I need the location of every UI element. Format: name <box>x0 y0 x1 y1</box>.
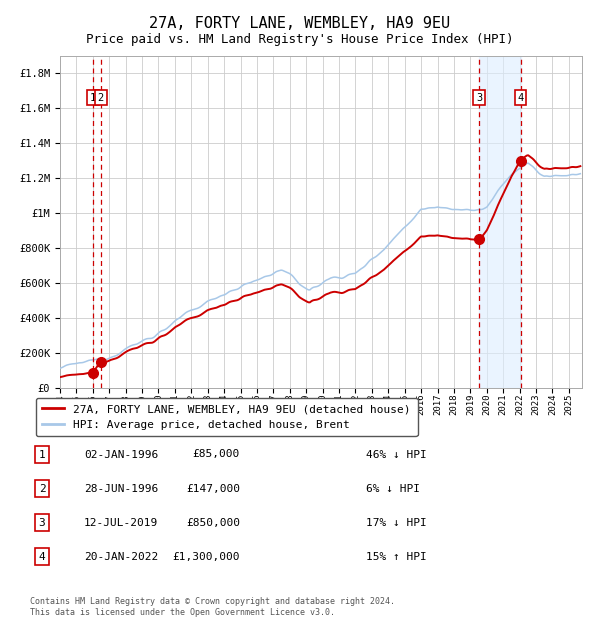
Text: 3: 3 <box>476 93 482 103</box>
Text: 02-JAN-1996: 02-JAN-1996 <box>84 450 158 459</box>
Legend: 27A, FORTY LANE, WEMBLEY, HA9 9EU (detached house), HPI: Average price, detached: 27A, FORTY LANE, WEMBLEY, HA9 9EU (detac… <box>35 397 418 436</box>
Bar <box>60 56 82 388</box>
Text: 28-JUN-1996: 28-JUN-1996 <box>84 484 158 494</box>
Text: 15% ↑ HPI: 15% ↑ HPI <box>366 552 427 562</box>
Text: 1: 1 <box>90 93 96 103</box>
Text: 2: 2 <box>98 93 104 103</box>
Text: Contains HM Land Registry data © Crown copyright and database right 2024.
This d: Contains HM Land Registry data © Crown c… <box>30 598 395 617</box>
Text: 6% ↓ HPI: 6% ↓ HPI <box>366 484 420 494</box>
Text: Price paid vs. HM Land Registry's House Price Index (HPI): Price paid vs. HM Land Registry's House … <box>86 33 514 46</box>
Text: £850,000: £850,000 <box>186 518 240 528</box>
Text: 20-JAN-2022: 20-JAN-2022 <box>84 552 158 562</box>
Text: 17% ↓ HPI: 17% ↓ HPI <box>366 518 427 528</box>
Bar <box>479 56 521 388</box>
Text: 46% ↓ HPI: 46% ↓ HPI <box>366 450 427 459</box>
Text: 4: 4 <box>38 552 46 562</box>
Text: 12-JUL-2019: 12-JUL-2019 <box>84 518 158 528</box>
Text: £1,300,000: £1,300,000 <box>173 552 240 562</box>
Text: 27A, FORTY LANE, WEMBLEY, HA9 9EU: 27A, FORTY LANE, WEMBLEY, HA9 9EU <box>149 16 451 31</box>
Text: 1: 1 <box>38 450 46 459</box>
Text: 3: 3 <box>38 518 46 528</box>
Text: 4: 4 <box>517 93 524 103</box>
Text: £85,000: £85,000 <box>193 450 240 459</box>
Text: £147,000: £147,000 <box>186 484 240 494</box>
Text: 2: 2 <box>38 484 46 494</box>
